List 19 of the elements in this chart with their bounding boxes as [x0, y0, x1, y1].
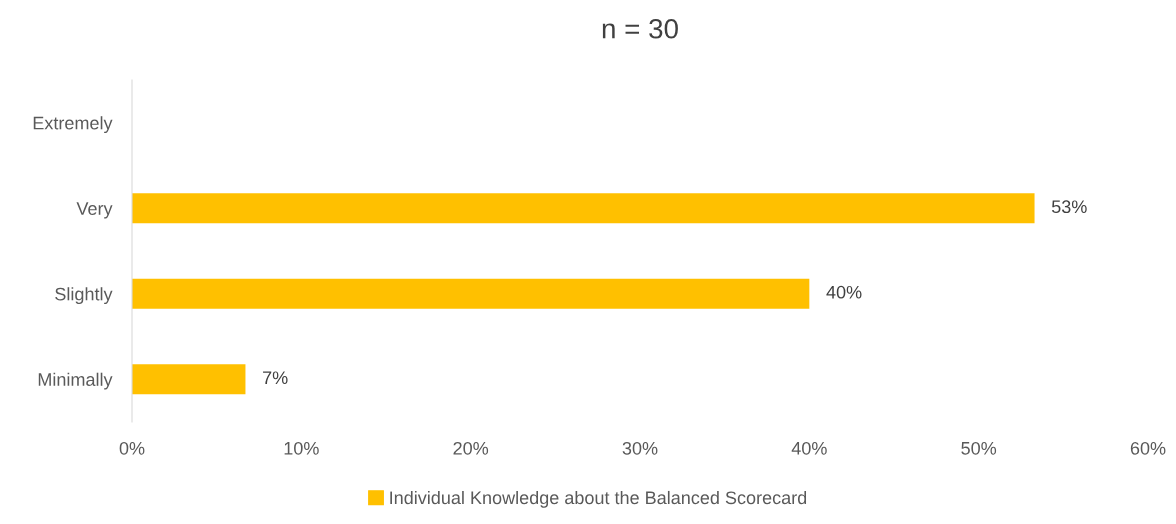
x-tick-label: 40%: [791, 441, 827, 455]
x-tick-label: 60%: [1130, 441, 1166, 455]
y-tick-label: Very: [76, 202, 113, 219]
x-tick-label: 50%: [961, 441, 997, 455]
y-tick-label: Minimally: [38, 372, 113, 390]
x-tick-label: 20%: [453, 441, 489, 455]
y-tick-label: Slightly: [55, 287, 113, 305]
bar: [132, 193, 1035, 224]
text: 40%: [826, 285, 862, 299]
y-tick-label: Extremely: [33, 116, 113, 134]
x-tick-label: 0%: [119, 441, 145, 455]
text: 7%: [263, 371, 288, 385]
text: 53%: [1051, 200, 1087, 214]
legend-label: Individual Knowledge about the Balanced Scorecard: [390, 490, 807, 508]
x-tick-label: 10%: [284, 441, 319, 455]
bar: [132, 278, 810, 309]
x-tick-label: 30%: [622, 441, 658, 455]
chart-title: n = 30: [602, 18, 678, 39]
bar: [132, 364, 246, 395]
